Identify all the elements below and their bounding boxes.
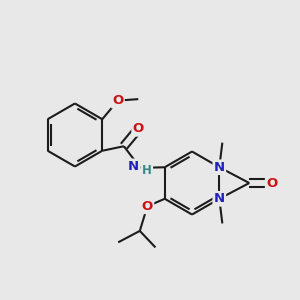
Text: O: O: [142, 200, 153, 213]
Text: O: O: [133, 122, 144, 135]
Text: N: N: [214, 161, 225, 174]
Text: O: O: [266, 176, 278, 190]
Text: O: O: [112, 94, 124, 107]
Text: N: N: [214, 192, 225, 205]
Text: H: H: [142, 164, 152, 177]
Text: N: N: [128, 160, 139, 173]
